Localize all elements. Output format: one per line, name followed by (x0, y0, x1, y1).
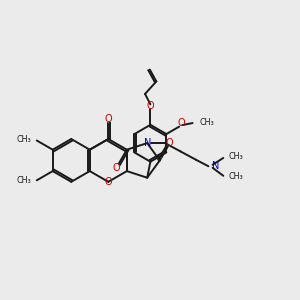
Text: O: O (147, 101, 154, 111)
Text: O: O (113, 163, 120, 173)
Text: O: O (104, 177, 112, 187)
Text: CH₃: CH₃ (199, 118, 214, 127)
Text: CH₃: CH₃ (16, 135, 32, 144)
Text: N: N (143, 138, 151, 148)
Text: O: O (178, 118, 185, 128)
Text: N: N (212, 161, 219, 171)
Text: O: O (104, 114, 112, 124)
Text: CH₃: CH₃ (229, 152, 243, 161)
Text: CH₃: CH₃ (16, 176, 32, 185)
Text: CH₃: CH₃ (229, 172, 243, 182)
Text: O: O (166, 138, 173, 148)
